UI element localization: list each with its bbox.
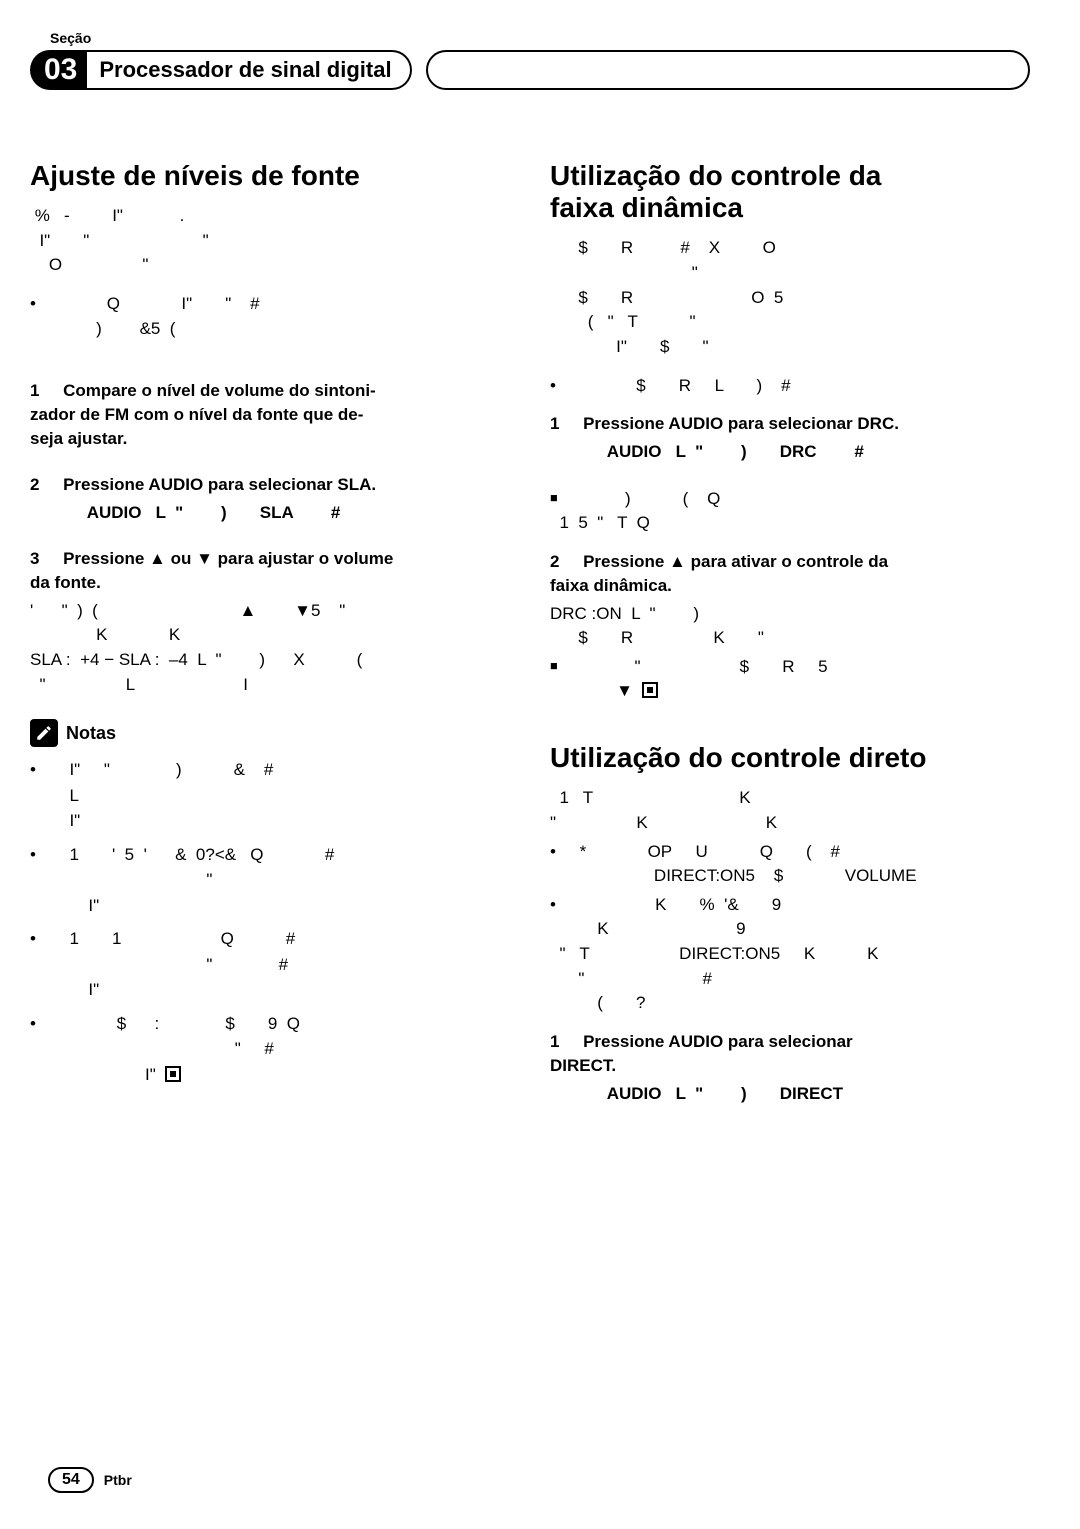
- section-label: Seção: [50, 30, 1030, 46]
- note-2: • 1 ' 5 ' & 0?<& Q # " I": [30, 842, 510, 919]
- header-pill-empty: [426, 50, 1030, 90]
- heading-drc: Utilização do controle da faixa dinâmica: [550, 160, 1030, 224]
- section-title: Processador de sinal digital: [87, 50, 411, 90]
- pencil-icon: [30, 719, 58, 747]
- notes-header: Notas: [30, 719, 510, 747]
- direct-step-1-body: AUDIO L " ) DIRECT: [550, 1082, 1030, 1107]
- right-column: Utilização do controle da faixa dinâmica…: [550, 160, 1030, 1128]
- drc-intro-bullet: $ R L ) #: [550, 374, 1030, 399]
- end-section-icon: [642, 682, 658, 698]
- left-column: Ajuste de níveis de fonte % - I" . I" " …: [30, 160, 510, 1128]
- note-4: • $ : $ 9 Q " # I": [30, 1011, 510, 1088]
- direct-bullet-1: * OP U Q ( # DIRECT:ON5 $ VOLUME: [550, 840, 1030, 889]
- step-3-body: ' " ) ( ▲ ▼5 " K K SLA : +4 − SLA : –4 L…: [30, 599, 510, 698]
- lang-label: Ptbr: [104, 1472, 132, 1488]
- end-section-icon: [165, 1066, 181, 1082]
- drc-intro-para: $ R # X O " $ R O 5 ( " T " I" $ ": [550, 236, 1030, 359]
- heading-direct: Utilização do controle direto: [550, 742, 1030, 774]
- page-footer: 54 Ptbr: [48, 1467, 132, 1493]
- content-columns: Ajuste de níveis de fonte % - I" . I" " …: [30, 160, 1030, 1128]
- section-number: 03: [30, 50, 87, 90]
- note-1: • I" " ) & # L I": [30, 757, 510, 834]
- intro-para: % - I" . I" " " O ": [30, 204, 510, 278]
- step-2-body: AUDIO L " ) SLA #: [30, 501, 510, 526]
- notes-label: Notas: [66, 723, 116, 744]
- step-2: 2 Pressione AUDIO para selecionar SLA.: [30, 473, 510, 497]
- drc-step-1: 1 Pressione AUDIO para selecionar DRC.: [550, 412, 1030, 436]
- direct-step-1: 1 Pressione AUDIO para selecionar DIRECT…: [550, 1030, 1030, 1078]
- note-3: • 1 1 Q # " # I": [30, 926, 510, 1003]
- heading-sla: Ajuste de níveis de fonte: [30, 160, 510, 192]
- drc-step-2-body: DRC :ON L " ) $ R K ": [550, 602, 1030, 651]
- section-badge: 03 Processador de sinal digital: [30, 50, 412, 90]
- direct-bullet-2: K % '& 9 K 9 " T DIRECT:ON5 K K " # ( ?: [550, 893, 1030, 1016]
- drc-step-1-body: AUDIO L " ) DRC #: [550, 440, 1030, 465]
- drc-note-2: " $ R 5 ▼: [550, 655, 1030, 704]
- page-number: 54: [48, 1467, 94, 1493]
- direct-intro: 1 T K " K K: [550, 786, 1030, 835]
- drc-step-2: 2 Pressione ▲ para ativar o controle da …: [550, 550, 1030, 598]
- drc-note-1: ) ( Q 1 5 " T Q: [550, 487, 1030, 536]
- step-1: 1 Compare o nível de volume do sintoni- …: [30, 379, 510, 450]
- intro-bullet: Q I" " # ) &5 (: [30, 292, 510, 341]
- page-header: 03 Processador de sinal digital: [30, 50, 1030, 90]
- step-3: 3 Pressione ▲ ou ▼ para ajustar o volume…: [30, 547, 510, 595]
